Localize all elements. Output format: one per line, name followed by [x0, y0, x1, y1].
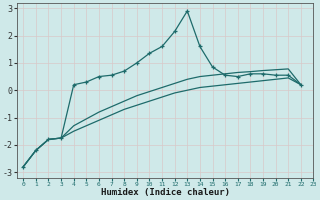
- X-axis label: Humidex (Indice chaleur): Humidex (Indice chaleur): [101, 188, 230, 197]
